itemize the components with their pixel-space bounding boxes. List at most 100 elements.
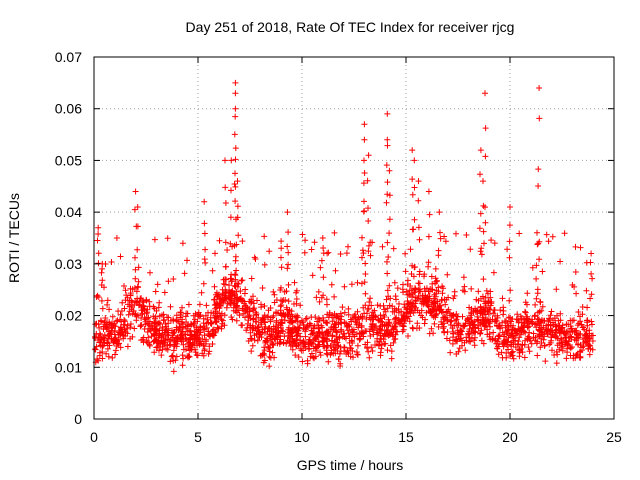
data-point — [278, 264, 285, 271]
data-point — [477, 303, 484, 310]
data-point — [362, 260, 369, 267]
data-point — [314, 318, 321, 325]
data-point — [478, 245, 485, 252]
data-point — [178, 329, 185, 335]
data-point — [275, 329, 282, 336]
data-point — [538, 340, 545, 346]
data-point — [491, 240, 498, 247]
x-tick-label: 20 — [502, 429, 518, 445]
data-point — [362, 302, 369, 309]
data-point — [348, 326, 355, 333]
data-point — [169, 332, 176, 339]
data-point — [388, 348, 395, 355]
data-point — [284, 312, 291, 318]
data-point — [549, 327, 556, 334]
data-point — [150, 303, 157, 310]
data-point — [406, 287, 413, 294]
data-point — [270, 288, 277, 295]
data-point — [469, 319, 476, 326]
data-point — [232, 170, 238, 177]
data-point — [264, 337, 271, 344]
data-point — [261, 325, 268, 332]
data-point — [232, 79, 239, 86]
data-point — [293, 289, 299, 296]
data-point — [208, 320, 215, 327]
data-point — [190, 312, 197, 319]
data-point — [279, 327, 285, 334]
data-point — [265, 325, 272, 332]
data-point — [192, 316, 198, 323]
data-point — [95, 294, 102, 301]
data-point — [359, 254, 365, 261]
data-point — [568, 334, 575, 341]
data-point — [184, 322, 191, 329]
data-point — [126, 297, 133, 304]
data-point — [222, 263, 229, 270]
data-point — [311, 239, 318, 246]
data-point — [325, 358, 332, 365]
data-point — [422, 294, 429, 301]
data-point — [536, 316, 542, 323]
data-point — [274, 340, 281, 347]
data-point — [242, 286, 249, 293]
data-point — [361, 279, 368, 286]
data-point — [285, 249, 292, 256]
data-point — [131, 285, 138, 291]
data-point — [315, 341, 322, 348]
data-point — [554, 342, 561, 349]
data-point — [202, 259, 209, 266]
data-point — [509, 348, 516, 355]
data-point — [457, 335, 464, 342]
data-point — [375, 316, 381, 323]
data-point — [121, 283, 127, 289]
data-point — [377, 335, 384, 342]
data-point — [205, 331, 212, 337]
y-tick-label: 0.01 — [55, 359, 82, 375]
data-point — [528, 340, 535, 347]
data-point — [569, 317, 576, 324]
data-point — [392, 323, 399, 330]
data-point — [464, 315, 471, 322]
data-point — [502, 336, 509, 343]
data-point — [507, 287, 514, 294]
data-point — [521, 354, 528, 361]
data-point — [466, 304, 473, 311]
data-point — [488, 300, 495, 307]
data-point — [156, 347, 162, 354]
data-point — [283, 304, 290, 311]
data-point — [284, 243, 291, 250]
data-point — [258, 304, 265, 311]
data-point — [351, 333, 358, 340]
data-point — [351, 313, 358, 319]
data-point — [94, 237, 101, 244]
data-point — [283, 288, 290, 295]
data-point — [542, 358, 549, 365]
data-point — [367, 295, 374, 302]
data-point — [214, 324, 221, 331]
data-point — [471, 342, 478, 349]
data-point — [519, 349, 526, 356]
data-point — [453, 230, 459, 237]
data-point — [362, 271, 369, 277]
data-point — [438, 308, 445, 315]
data-point — [274, 334, 281, 340]
data-point — [291, 338, 298, 345]
data-point — [317, 352, 324, 359]
data-point — [457, 327, 464, 334]
data-point — [341, 334, 348, 340]
data-point — [442, 238, 449, 245]
data-point — [178, 336, 185, 343]
data-point — [453, 351, 460, 357]
data-point — [347, 316, 354, 323]
data-point — [138, 322, 145, 328]
data-point — [99, 349, 106, 355]
data-point — [340, 330, 347, 337]
data-point — [288, 328, 295, 335]
data-point — [440, 316, 447, 322]
data-point — [451, 322, 458, 329]
data-point — [477, 147, 484, 154]
data-point — [233, 267, 240, 274]
data-point — [524, 335, 531, 342]
data-point — [334, 348, 341, 354]
data-point — [226, 282, 232, 289]
